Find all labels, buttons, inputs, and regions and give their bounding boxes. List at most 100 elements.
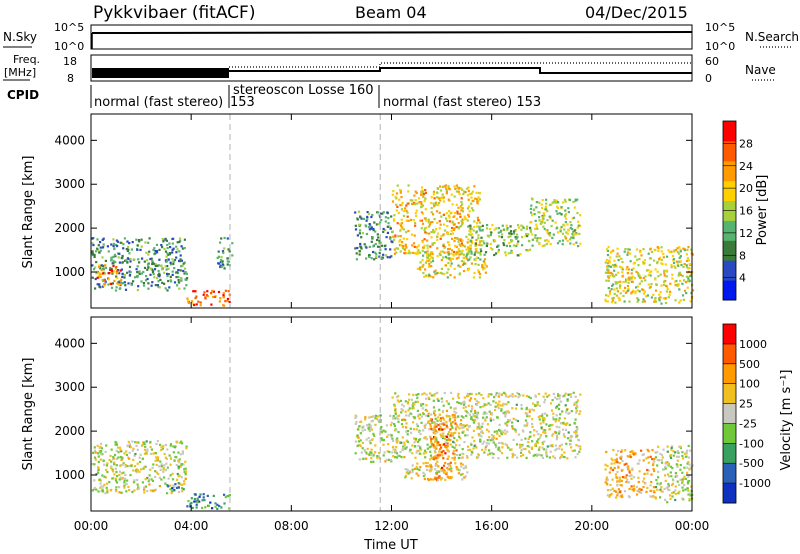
power-cell [542, 212, 545, 215]
velocity-cell [159, 465, 162, 468]
power-cell [453, 223, 456, 226]
velocity-cell [688, 499, 691, 502]
power-cell [547, 240, 550, 243]
velocity-cell [177, 467, 180, 470]
power-cell [454, 236, 457, 240]
velocity-cell [178, 490, 181, 494]
velocity-cell [370, 420, 373, 423]
power-cell [455, 245, 458, 248]
velocity-cell [616, 484, 619, 487]
velocity-cell [386, 435, 389, 438]
power-cell [442, 213, 445, 216]
velocity-cell [515, 407, 518, 410]
power-cell [520, 224, 523, 227]
velocity-cell [605, 450, 608, 454]
velocity-cell [460, 473, 463, 476]
power-cell [515, 237, 518, 240]
power-cell [525, 232, 528, 236]
power-cell [466, 269, 469, 272]
power-cell [166, 260, 169, 263]
velocity-cell [570, 395, 573, 398]
velocity-cell [377, 455, 380, 458]
velocity-cell [480, 425, 483, 428]
power-cell [616, 252, 619, 255]
power-cell [488, 228, 492, 231]
power-cell [482, 260, 485, 263]
velocity-cell [159, 468, 162, 471]
power-cell [653, 259, 656, 262]
power-cell [154, 252, 157, 255]
velocity-cell [97, 455, 100, 458]
velocity-cell [164, 482, 167, 485]
velocity-cell [463, 403, 466, 406]
power-cell [440, 215, 443, 218]
velocity-cell [394, 417, 397, 420]
freq-trace-block [92, 68, 229, 78]
velocity-cell [531, 440, 534, 443]
power-cell [432, 190, 436, 193]
power-cell [670, 250, 673, 253]
power-cell [140, 272, 144, 275]
velocity-cell [405, 414, 408, 417]
power-cell [190, 300, 194, 303]
power-cell [638, 257, 641, 261]
power-cell [565, 237, 568, 240]
power-cell [103, 279, 106, 282]
velocity-cell [368, 453, 371, 457]
velocity-cell [609, 468, 612, 471]
power-cell [447, 252, 451, 256]
power-cell [485, 227, 489, 230]
power-cell [621, 260, 624, 264]
velocity-cell [506, 430, 509, 433]
velocity-cell [158, 476, 161, 479]
velocity-cell [143, 488, 146, 491]
power-cell [573, 229, 576, 232]
velocity-cell [412, 407, 415, 410]
velocity-cell [112, 456, 115, 459]
power-cell [444, 184, 447, 187]
power-cell [619, 280, 622, 283]
velocity-cell [122, 462, 125, 465]
velocity-cell [405, 446, 408, 449]
power-cell [417, 244, 420, 247]
power-cell [137, 258, 140, 261]
velocity-cell [435, 439, 438, 442]
velocity-cell [654, 486, 658, 489]
power-cell [476, 202, 479, 205]
velocity-cell [368, 423, 371, 426]
power-cell [175, 276, 178, 279]
velocity-cell [687, 456, 690, 459]
power-cell [481, 265, 484, 268]
power-cell [226, 260, 229, 263]
power-cell [543, 221, 546, 224]
velocity-cell [643, 472, 646, 475]
power-cell [433, 218, 436, 221]
freq-frame [90, 54, 693, 82]
velocity-cell [555, 438, 558, 441]
velocity-cell [99, 482, 102, 485]
velocity-cell [687, 444, 690, 448]
power-cell [163, 271, 166, 274]
power-cell [559, 230, 562, 233]
velocity-cell [171, 478, 175, 481]
velocity-cell [684, 452, 687, 455]
power-cell [606, 271, 609, 274]
power-cell [431, 243, 434, 246]
velocity-cell [688, 497, 691, 500]
power-cell [546, 210, 549, 213]
velocity-cell [501, 442, 504, 445]
velocity-cell [485, 428, 489, 431]
power-cell [435, 228, 438, 231]
power-cell [128, 242, 131, 245]
velocity-cell [169, 457, 173, 460]
velocity-cell [545, 451, 548, 454]
power-cell [360, 247, 363, 250]
power-cell [387, 217, 390, 220]
velocity-cell [544, 412, 547, 415]
velocity-cell [445, 400, 448, 403]
power-cell [543, 227, 546, 231]
power-cell [509, 235, 512, 238]
power-cell [91, 237, 94, 240]
power-cell [142, 270, 145, 274]
velocity-cell [466, 392, 469, 395]
